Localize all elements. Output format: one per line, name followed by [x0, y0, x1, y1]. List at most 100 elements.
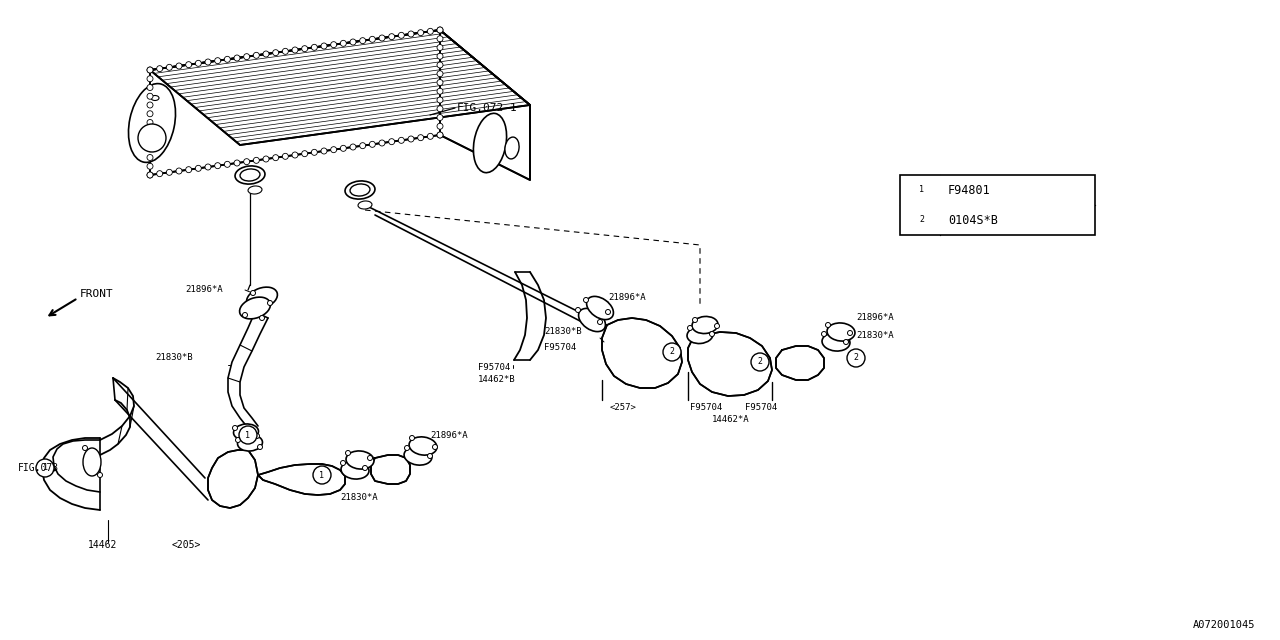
Ellipse shape: [692, 316, 718, 333]
Circle shape: [436, 132, 443, 138]
Text: 2: 2: [669, 348, 675, 356]
Circle shape: [147, 172, 154, 178]
Ellipse shape: [358, 201, 372, 209]
Text: 21896*A: 21896*A: [856, 314, 893, 323]
Circle shape: [186, 61, 192, 68]
Circle shape: [36, 459, 54, 477]
Text: 1: 1: [246, 431, 251, 440]
Circle shape: [292, 152, 298, 158]
Circle shape: [436, 62, 443, 68]
Circle shape: [436, 45, 443, 51]
Circle shape: [826, 323, 831, 328]
Text: 2: 2: [854, 353, 859, 362]
Polygon shape: [440, 30, 530, 180]
Circle shape: [147, 172, 154, 178]
Circle shape: [262, 51, 269, 57]
Circle shape: [196, 165, 201, 172]
Circle shape: [417, 134, 424, 141]
Circle shape: [255, 433, 260, 438]
Ellipse shape: [340, 461, 369, 479]
Circle shape: [410, 435, 415, 440]
Circle shape: [262, 156, 269, 162]
Circle shape: [663, 343, 681, 361]
Circle shape: [234, 55, 241, 61]
Circle shape: [314, 466, 332, 484]
Polygon shape: [776, 346, 824, 380]
Circle shape: [436, 53, 443, 60]
Circle shape: [408, 136, 413, 142]
Circle shape: [97, 472, 102, 477]
Circle shape: [273, 155, 279, 161]
Circle shape: [147, 111, 154, 116]
Text: 2: 2: [758, 358, 763, 367]
Ellipse shape: [504, 137, 520, 159]
Circle shape: [302, 150, 307, 157]
Circle shape: [847, 349, 865, 367]
Circle shape: [236, 438, 241, 442]
Text: <205>: <205>: [172, 540, 201, 550]
Circle shape: [436, 27, 443, 33]
Circle shape: [166, 65, 173, 70]
Circle shape: [436, 88, 443, 94]
Polygon shape: [150, 30, 530, 145]
Ellipse shape: [128, 84, 175, 163]
Text: 14462*B: 14462*B: [477, 376, 516, 385]
Circle shape: [362, 465, 367, 470]
Text: F95704: F95704: [690, 403, 722, 413]
Circle shape: [257, 445, 262, 449]
Text: 21830*A: 21830*A: [340, 493, 378, 502]
Bar: [900, 175, 1094, 235]
Ellipse shape: [586, 296, 613, 319]
Text: 21896*A: 21896*A: [186, 285, 223, 294]
Ellipse shape: [247, 287, 278, 309]
Circle shape: [576, 307, 581, 312]
Circle shape: [224, 161, 230, 167]
Circle shape: [196, 60, 201, 67]
Circle shape: [598, 319, 603, 324]
Circle shape: [360, 143, 366, 148]
Circle shape: [215, 163, 220, 169]
Circle shape: [260, 316, 265, 321]
Circle shape: [367, 456, 372, 461]
Circle shape: [224, 56, 230, 62]
Circle shape: [147, 76, 154, 82]
Circle shape: [268, 301, 273, 305]
Circle shape: [243, 159, 250, 164]
Ellipse shape: [233, 424, 259, 440]
Circle shape: [584, 298, 589, 303]
Ellipse shape: [687, 326, 713, 344]
Text: 21896*A: 21896*A: [608, 294, 645, 303]
Circle shape: [428, 454, 433, 458]
Ellipse shape: [238, 435, 262, 451]
Circle shape: [370, 141, 375, 147]
Ellipse shape: [410, 437, 436, 455]
Circle shape: [147, 84, 154, 90]
Circle shape: [177, 168, 182, 174]
Circle shape: [398, 33, 404, 38]
Circle shape: [215, 58, 220, 63]
Circle shape: [147, 146, 154, 152]
Circle shape: [292, 47, 298, 53]
Ellipse shape: [822, 333, 850, 351]
Circle shape: [283, 154, 288, 159]
Circle shape: [428, 133, 434, 140]
Polygon shape: [371, 455, 410, 484]
Ellipse shape: [83, 448, 101, 476]
Circle shape: [234, 160, 241, 166]
Circle shape: [751, 353, 769, 371]
Text: 1: 1: [919, 186, 924, 195]
Circle shape: [408, 31, 413, 37]
Ellipse shape: [404, 447, 431, 465]
Circle shape: [321, 148, 326, 154]
Circle shape: [156, 171, 163, 177]
Text: FRONT: FRONT: [79, 289, 114, 299]
Circle shape: [709, 332, 714, 337]
Ellipse shape: [241, 169, 260, 181]
Circle shape: [692, 317, 698, 323]
Text: F95704: F95704: [477, 362, 511, 371]
Text: 0104S*B: 0104S*B: [948, 214, 998, 227]
Circle shape: [436, 71, 443, 77]
Ellipse shape: [349, 184, 370, 196]
Text: 21830*B: 21830*B: [544, 328, 581, 337]
Circle shape: [844, 339, 849, 344]
